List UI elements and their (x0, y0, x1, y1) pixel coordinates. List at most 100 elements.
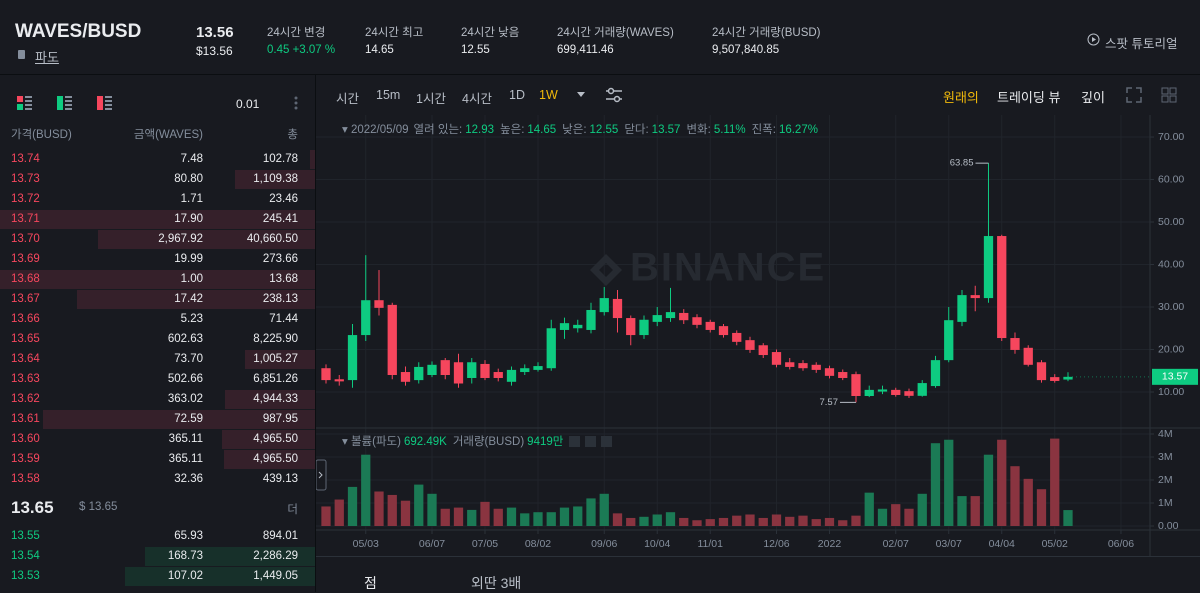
candle-body (480, 363, 490, 378)
interval[interactable]: 15m (376, 88, 401, 102)
amount: 17.42 (174, 293, 203, 305)
interval[interactable]: 1W (539, 88, 558, 102)
volume-bar (573, 506, 583, 526)
price: 13.63 (11, 373, 40, 385)
order-row[interactable]: 13.68 1.00 13.68 (0, 269, 315, 289)
more-dots[interactable] (294, 95, 298, 111)
total: 71.44 (269, 313, 298, 325)
depth-bar (310, 150, 315, 169)
x-tick-label: 11/01 (697, 538, 723, 550)
total: 238.13 (262, 293, 298, 305)
candle-body (692, 317, 702, 325)
layout-icons[interactable] (16, 95, 126, 111)
tutorial-link[interactable]: 스팟 튜토리얼 (1105, 37, 1178, 51)
candle-body (970, 295, 980, 299)
order-row[interactable]: 13.53 107.02 1,449.05 (0, 566, 315, 586)
stat-value: 9,507,840.85 (712, 44, 780, 56)
candle-body (838, 372, 848, 378)
order-row[interactable]: 13.74 7.48 102.78 (0, 149, 315, 169)
volume-bar (427, 493, 437, 526)
legend-button[interactable] (569, 436, 581, 448)
interval[interactable]: 4시간 (462, 92, 492, 106)
chart: BINANCE 10.00 20.00 30.00 40.00 50.00 60.00 70… (316, 115, 1200, 556)
amount: 17.90 (174, 213, 203, 225)
volume-bar (692, 520, 702, 526)
candle-body (864, 389, 874, 396)
order-row[interactable]: 13.62 363.02 4,944.33 (0, 389, 315, 409)
precision[interactable]: 0.01 (236, 97, 260, 111)
order-row[interactable]: 13.66 5.23 71.44 (0, 309, 315, 329)
total: 23.46 (269, 193, 298, 205)
candle-body (705, 321, 715, 330)
order-row[interactable]: 13.72 1.71 23.46 (0, 189, 315, 209)
candle-body (1023, 347, 1033, 365)
interval[interactable]: 1시간 (416, 92, 446, 106)
view-tab[interactable]: 깊이 (1081, 90, 1105, 105)
candle-body (440, 360, 450, 376)
pane-toggle[interactable] (316, 459, 327, 491)
chart-background (316, 115, 1200, 556)
order-row[interactable]: 13.64 73.70 1,005.27 (0, 349, 315, 369)
interval[interactable]: 1D (509, 88, 525, 102)
order-row[interactable]: 13.59 365.11 4,965.50 (0, 449, 315, 469)
volume-bar (453, 507, 464, 526)
settings-icon[interactable] (605, 87, 623, 103)
amount: 7.48 (180, 153, 203, 165)
legend-button[interactable] (585, 436, 597, 448)
order-row[interactable]: 13.55 65.93 894.01 (0, 526, 315, 546)
y-tick-label: 40.00 (1158, 258, 1184, 270)
fullscreen-icon[interactable] (1126, 87, 1142, 103)
order-row[interactable]: 13.54 168.73 2,286.29 (0, 546, 315, 566)
x-tick-label: 05/03 (353, 538, 379, 550)
legend-value: 9419만 (527, 436, 564, 448)
view-tab[interactable]: 트레이딩 뷰 (997, 90, 1061, 105)
volume-bar (917, 493, 927, 526)
stat-value: 699,411.46 (557, 44, 614, 56)
coin-link[interactable]: 파도 (35, 50, 59, 65)
max-label: 63.85 (950, 158, 974, 169)
order-row[interactable]: 13.73 80.80 1,109.38 (0, 169, 315, 189)
legend-date: 2022/05/09 (350, 124, 409, 136)
amount: 365.11 (168, 453, 203, 465)
tab[interactable]: 점 (364, 575, 377, 591)
y2-tick-label: 2M (1158, 474, 1173, 486)
candle-body (652, 315, 662, 322)
order-row[interactable]: 13.58 32.36 439.13 (0, 469, 315, 489)
play-icon (1087, 33, 1100, 46)
column-header: 가격(BUSD) (11, 129, 72, 141)
amount: 602.63 (167, 333, 203, 345)
price: 13.68 (11, 273, 40, 285)
order-row[interactable]: 13.69 19.99 273.66 (0, 249, 315, 269)
order-row[interactable]: 13.61 72.59 987.95 (0, 409, 315, 429)
total: 987.95 (262, 413, 298, 425)
price: 13.61 (11, 413, 40, 425)
candle-body (944, 320, 954, 361)
candle-body (586, 309, 596, 330)
order-row[interactable]: 13.63 502.66 6,851.26 (0, 369, 315, 389)
legend-button[interactable] (601, 436, 613, 448)
volume-bar (480, 501, 490, 526)
interval-dropdown[interactable] (576, 91, 586, 99)
order-row[interactable]: 13.71 17.90 245.41 (0, 209, 315, 229)
pair: WAVES/BUSD (15, 21, 142, 42)
amount: 19.99 (174, 253, 203, 265)
order-row[interactable]: 13.70 2,967.92 40,660.50 (0, 229, 315, 249)
order-row[interactable]: 13.67 17.42 238.13 (0, 289, 315, 309)
tab[interactable]: 외딴 3배 (471, 575, 522, 591)
watermark: BINANCE (630, 246, 826, 290)
order-row[interactable]: 13.65 602.63 8,225.90 (0, 329, 315, 349)
stat-label: 24시간 최고 (365, 27, 424, 39)
candle-body (334, 379, 344, 382)
interval[interactable]: 시간 (336, 92, 360, 106)
candle-body (400, 372, 411, 382)
more-link[interactable]: 더 (287, 504, 298, 516)
depth-bar (0, 270, 315, 289)
legend-value: 13.57 (651, 124, 681, 136)
grid-icon[interactable] (1161, 87, 1177, 103)
view-tab[interactable]: 원래의 (943, 90, 979, 105)
candle-body (321, 368, 331, 381)
order-row[interactable]: 13.60 365.11 4,965.50 (0, 429, 315, 449)
volume-bar (347, 486, 358, 526)
bottom-tabs: 점 외딴 3배 (316, 556, 1200, 593)
